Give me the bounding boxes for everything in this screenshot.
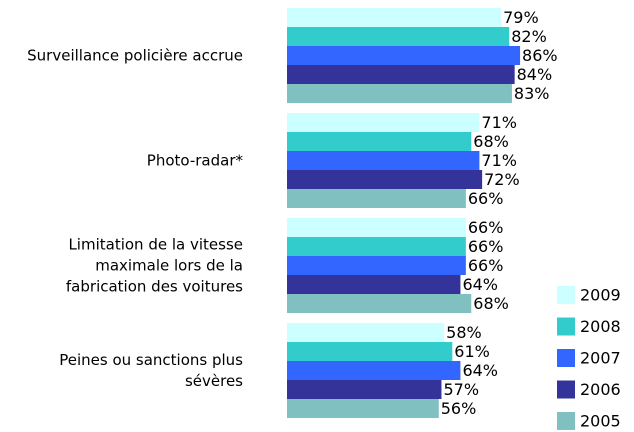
legend-label: 2005 <box>580 412 621 431</box>
category-label: Photo-radar* <box>146 151 243 169</box>
bar <box>287 27 510 46</box>
value-label: 57% <box>443 380 479 399</box>
legend-label: 2009 <box>580 286 621 305</box>
bar <box>287 65 515 84</box>
bar <box>287 218 466 237</box>
bar <box>287 399 439 418</box>
legend-swatch <box>557 317 575 336</box>
legend-label: 2006 <box>580 380 621 399</box>
bar <box>287 361 461 380</box>
bar <box>287 237 466 256</box>
bar <box>287 8 502 27</box>
value-label: 84% <box>517 65 553 84</box>
value-label: 86% <box>522 46 558 65</box>
category-label: Limitation de la vitesse maximale lors d… <box>65 235 243 295</box>
bar <box>287 84 512 103</box>
bar <box>287 275 461 294</box>
value-label: 68% <box>473 294 509 313</box>
bar <box>287 132 472 151</box>
value-label: 82% <box>511 27 547 46</box>
value-label: 71% <box>481 113 517 132</box>
legend-swatch <box>557 412 575 430</box>
legend-swatch <box>557 349 575 367</box>
category-label: Surveillance policière accrue <box>27 46 243 64</box>
legend-swatch <box>557 380 575 399</box>
bar <box>287 380 442 399</box>
value-label: 66% <box>468 189 504 208</box>
bar <box>287 170 483 189</box>
bar <box>287 256 466 275</box>
value-label: 79% <box>503 8 539 27</box>
bar <box>287 46 521 65</box>
bar <box>287 342 453 361</box>
value-label: 71% <box>481 151 517 170</box>
value-label: 64% <box>462 361 498 380</box>
legend-swatch <box>557 286 575 304</box>
value-label: 66% <box>468 256 504 275</box>
legend-label: 2007 <box>580 349 621 368</box>
value-label: 64% <box>462 275 498 294</box>
value-label: 72% <box>484 170 520 189</box>
bar <box>287 113 480 132</box>
value-label: 66% <box>468 218 504 237</box>
legend-label: 2008 <box>580 317 621 336</box>
bar <box>287 323 445 342</box>
value-label: 83% <box>514 84 550 103</box>
value-label: 61% <box>454 342 490 361</box>
bar <box>287 189 466 208</box>
category-label: Peines ou sanctions plus sévères <box>59 350 243 390</box>
bar <box>287 151 480 170</box>
value-label: 66% <box>468 237 504 256</box>
value-label: 56% <box>441 399 477 418</box>
value-label: 58% <box>446 323 482 342</box>
value-label: 68% <box>473 132 509 151</box>
bar <box>287 294 472 313</box>
